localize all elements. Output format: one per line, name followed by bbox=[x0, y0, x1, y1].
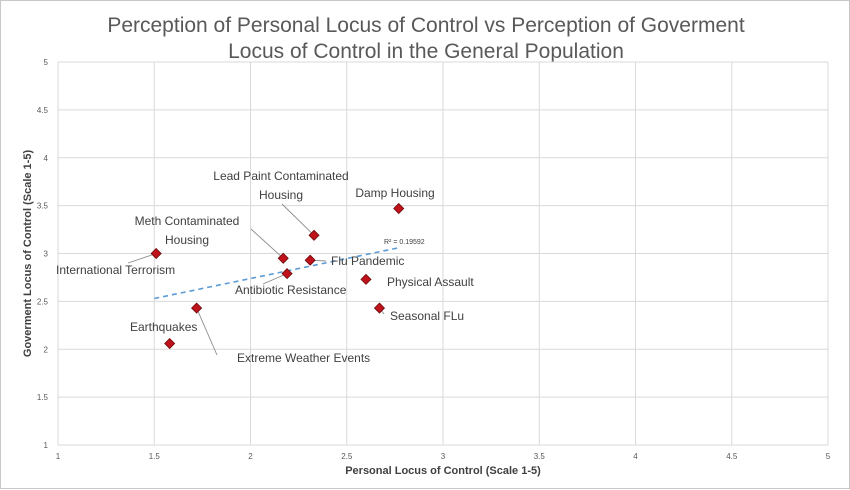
data-point bbox=[304, 254, 316, 266]
x-axis-label: Personal Locus of Control (Scale 1-5) bbox=[345, 465, 541, 477]
data-point-label: Housing bbox=[259, 188, 303, 202]
y-tick-label: 2 bbox=[44, 345, 49, 354]
data-point-label: Antibiotic Resistance bbox=[235, 283, 347, 297]
data-point-label: Seasonal FLu bbox=[390, 309, 464, 323]
x-tick-label: 4.5 bbox=[726, 452, 738, 461]
x-tick-label: 3.5 bbox=[534, 452, 546, 461]
trendline bbox=[154, 246, 399, 300]
y-tick-label: 1.5 bbox=[37, 393, 49, 402]
y-tick-label: 2.5 bbox=[37, 297, 49, 306]
data-point-label: Flu Pandemic bbox=[331, 254, 404, 268]
y-tick-label: 1 bbox=[44, 441, 49, 450]
chart-title-line-1: Perception of Personal Locus of Control … bbox=[107, 14, 745, 37]
data-label-leader-line bbox=[127, 253, 157, 264]
data-point-label: Physical Assault bbox=[387, 275, 474, 289]
data-point-label: Damp Housing bbox=[355, 186, 434, 200]
data-point bbox=[360, 273, 372, 285]
data-point bbox=[164, 337, 176, 350]
data-point-label: Earthquakes bbox=[130, 320, 197, 334]
data-point bbox=[281, 268, 293, 280]
data-point-label: Housing bbox=[165, 233, 209, 247]
y-tick-label: 4.5 bbox=[37, 106, 49, 115]
x-tick-label: 4 bbox=[633, 452, 638, 461]
data-point bbox=[191, 302, 203, 314]
data-label-leader-line bbox=[262, 273, 288, 285]
y-tick-label: 3 bbox=[44, 250, 49, 259]
data-point-label: Extreme Weather Events bbox=[237, 351, 370, 365]
data-label-leader-line bbox=[281, 203, 315, 236]
data-point bbox=[150, 247, 162, 260]
data-label-leader-line bbox=[250, 228, 284, 259]
data-point-label: Meth Contaminated bbox=[135, 214, 240, 228]
data-label-leader-line bbox=[196, 307, 218, 356]
x-tick-label: 2 bbox=[248, 452, 253, 461]
y-tick-label: 4 bbox=[44, 154, 49, 163]
x-tick-label: 2.5 bbox=[341, 452, 353, 461]
y-tick-label: 5 bbox=[44, 58, 49, 67]
data-point bbox=[308, 229, 320, 241]
data-point bbox=[393, 202, 405, 215]
chart-title-line-2: Locus of Control in the General Populati… bbox=[228, 40, 624, 63]
data-point bbox=[373, 302, 386, 314]
y-tick-label: 3.5 bbox=[37, 202, 49, 211]
x-tick-label: 1 bbox=[56, 452, 61, 461]
x-tick-label: 1.5 bbox=[149, 452, 161, 461]
r-squared-label: R² = 0.19592 bbox=[384, 239, 425, 246]
x-tick-label: 3 bbox=[441, 452, 446, 461]
data-point-label: Lead Paint Contaminated bbox=[213, 169, 348, 183]
x-tick-label: 5 bbox=[826, 452, 831, 461]
y-axis-label: Goverment Locus of Control (Scale 1-5) bbox=[22, 150, 34, 358]
data-point bbox=[277, 252, 289, 264]
data-point-label: International Terrorism bbox=[56, 263, 175, 277]
